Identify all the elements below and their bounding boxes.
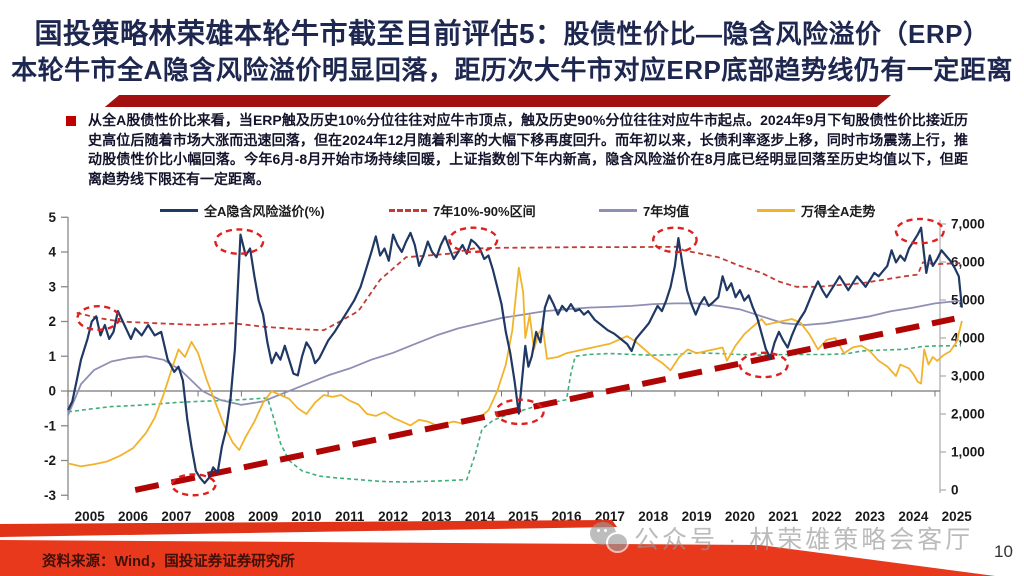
right-axis-tick-label: 3,000 bbox=[951, 369, 985, 384]
watermark: 公众号 · 林荣雄策略会客厅 bbox=[590, 520, 973, 556]
left-axis-tick-label: -1 bbox=[44, 418, 56, 433]
annotation-circle bbox=[894, 217, 945, 245]
legend-label: 全A隐含风险溢价(%) bbox=[204, 203, 325, 219]
summary-paragraph: 从全A股债性价比来看，当ERP触及历史10%分位往往对应牛市顶点，触及历史90%… bbox=[88, 112, 968, 187]
x-axis-year-label: 2007 bbox=[161, 509, 191, 524]
series-wind-all-a-index bbox=[67, 266, 963, 468]
x-axis-year-label: 2005 bbox=[75, 509, 106, 524]
right-axis-tick-label: 6,000 bbox=[951, 255, 985, 270]
x-axis-year-label: 2011 bbox=[335, 509, 365, 524]
annotation-circle bbox=[448, 226, 499, 254]
legend-label: 万得全A走势 bbox=[801, 203, 876, 219]
x-axis-year-label: 2008 bbox=[205, 509, 236, 524]
title-line2: 本轮牛市全A隐含风险溢价明显回落，距历次大牛市对应ERP底部趋势线仍有一定距离 bbox=[11, 54, 1013, 85]
series-band-lower-90pct bbox=[67, 344, 961, 483]
legend-item-erp: 全A隐含风险溢价(%) bbox=[160, 202, 325, 219]
legend-item-mean: 7年均值 bbox=[599, 202, 690, 219]
x-axis-year-label: 2020 bbox=[725, 509, 755, 524]
wechat-icon bbox=[590, 522, 629, 554]
legend-line-sample-erp bbox=[160, 208, 198, 212]
title-underline-bar bbox=[104, 95, 892, 107]
x-axis-year-label: 2014 bbox=[465, 509, 496, 524]
annotation-circle bbox=[170, 473, 217, 497]
x-axis-year-label: 2006 bbox=[118, 509, 149, 524]
title-line1: 国投策略林荣雄本轮牛市截至目前评估5：股债性价比—隐含风险溢价（ERP） bbox=[0, 16, 1024, 52]
page-title: 国投策略林荣雄本轮牛市截至目前评估5：股债性价比—隐含风险溢价（ERP） 本轮牛… bbox=[0, 16, 1024, 87]
legend-label: 7年10%-90%区间 bbox=[433, 203, 536, 219]
x-axis-year-label: 2018 bbox=[638, 509, 669, 524]
x-axis-year-label: 2025 bbox=[942, 509, 973, 524]
left-axis-tick-label: 2 bbox=[48, 314, 56, 329]
left-axis-tick-label: 0 bbox=[48, 384, 56, 399]
legend-line-sample-mean bbox=[599, 208, 637, 212]
x-axis-year-label: 2009 bbox=[248, 509, 278, 524]
x-axis-year-label: 2021 bbox=[768, 509, 799, 524]
source-note: 资料来源：Wind，国投证券证券研究所 bbox=[42, 554, 295, 570]
x-axis-year-label: 2015 bbox=[508, 509, 539, 524]
right-axis-tick-label: 2,000 bbox=[951, 407, 985, 422]
left-axis-tick-label: -3 bbox=[44, 488, 56, 503]
series-band-upper-10pct bbox=[76, 245, 962, 332]
x-axis-year-label: 2013 bbox=[421, 509, 452, 524]
annotation-circle bbox=[494, 398, 545, 426]
series-erp-bottom-trendline bbox=[134, 315, 956, 493]
legend-item-index: 万得全A走势 bbox=[757, 202, 876, 219]
legend-line-sample-band bbox=[389, 208, 427, 212]
title-line1-sub: 股债性价比—隐含风险溢价（ERP） bbox=[563, 19, 990, 49]
annotation-circle bbox=[76, 305, 121, 332]
erp-chart: 543210-1-2-37,0006,0005,0004,0003,0002,0… bbox=[44, 210, 985, 524]
left-axis-tick-label: 5 bbox=[48, 210, 56, 225]
left-axis-tick-label: 4 bbox=[48, 245, 56, 260]
x-axis-year-label: 2024 bbox=[898, 509, 929, 524]
annotation-circle bbox=[738, 351, 789, 379]
right-axis-tick-label: 0 bbox=[951, 483, 959, 498]
left-axis-tick-label: 3 bbox=[48, 279, 56, 294]
title-line1-main: 国投策略林荣雄本轮牛市截至目前评估5： bbox=[34, 18, 564, 49]
x-axis-year-label: 2019 bbox=[682, 509, 712, 524]
x-axis-year-label: 2010 bbox=[291, 509, 321, 524]
page-number: 10 bbox=[994, 542, 1013, 561]
right-axis-tick-label: 7,000 bbox=[951, 217, 985, 232]
x-axis-year-label: 2023 bbox=[855, 509, 886, 524]
series-erp-line bbox=[67, 226, 963, 485]
annotation-circle bbox=[652, 226, 698, 254]
right-axis-tick-label: 1,000 bbox=[951, 445, 985, 460]
right-axis-tick-label: 5,000 bbox=[951, 293, 985, 308]
legend-item-band: 7年10%-90%区间 bbox=[389, 202, 536, 219]
watermark-text: 公众号 · 林荣雄策略会客厅 bbox=[634, 526, 974, 554]
annotation-circle bbox=[214, 228, 265, 255]
x-axis-year-label: 2022 bbox=[812, 509, 842, 524]
x-axis-year-label: 2012 bbox=[378, 509, 408, 524]
legend-line-sample-index bbox=[757, 208, 795, 212]
left-axis-tick-label: 1 bbox=[48, 349, 56, 364]
bullet-square-icon bbox=[66, 116, 76, 126]
legend-label: 7年均值 bbox=[643, 203, 690, 219]
left-axis-tick-label: -2 bbox=[44, 453, 56, 468]
